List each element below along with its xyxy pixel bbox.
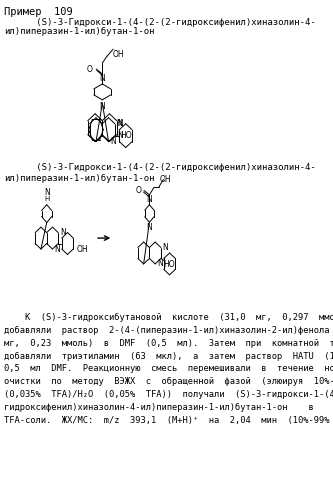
Text: OH: OH — [113, 50, 124, 58]
Text: ил)пиперазин-1-ил)бутан-1-он: ил)пиперазин-1-ил)бутан-1-он — [4, 27, 155, 36]
Text: N: N — [117, 119, 123, 128]
Text: O: O — [87, 64, 93, 74]
Text: O: O — [135, 186, 141, 195]
Text: К  (S)-3-гидроксибутановой  кислоте  (31,0  мг,  0,297  ммоль): К (S)-3-гидроксибутановой кислоте (31,0 … — [4, 312, 333, 322]
Text: добавляли  раствор  2-(4-(пиперазин-1-ил)хиназолин-2-ил)фенола  (70: добавляли раствор 2-(4-(пиперазин-1-ил)х… — [4, 326, 333, 334]
Text: (S)-3-Гидрокси-1-(4-(2-(2-гидроксифенил)хиназолин-4-: (S)-3-Гидрокси-1-(4-(2-(2-гидроксифенил)… — [4, 18, 316, 28]
Text: N: N — [110, 137, 116, 146]
Text: OH: OH — [76, 244, 88, 254]
Text: (S)-3-Гидрокси-1-(4-(2-(2-гидроксифенил)хиназолин-4-: (S)-3-Гидрокси-1-(4-(2-(2-гидроксифенил)… — [4, 164, 316, 172]
Text: N: N — [117, 119, 123, 128]
Text: N: N — [100, 74, 105, 83]
Text: ил)пиперазин-1-ил)бутан-1-он: ил)пиперазин-1-ил)бутан-1-он — [4, 174, 155, 182]
Text: N: N — [100, 102, 105, 111]
Text: N: N — [117, 131, 123, 140]
Text: N: N — [60, 228, 66, 237]
Text: гидроксифенил)хиназолин-4-ил)пиперазин-1-ил)бутан-1-он    в    виде: гидроксифенил)хиназолин-4-ил)пиперазин-1… — [4, 403, 333, 412]
Text: (0,035%  TFA)/H₂O  (0,05%  TFA))  получали  (S)-3-гидрокси-1-(4-(2-(2-: (0,035% TFA)/H₂O (0,05% TFA)) получали (… — [4, 390, 333, 399]
Text: TFA-соли.  ЖХ/МС:  m/z  393,1  (M+H)⁺  на  2,04  мин  (10%-99%  CH₃CN: TFA-соли. ЖХ/МС: m/z 393,1 (M+H)⁺ на 2,0… — [4, 416, 333, 425]
Text: N: N — [54, 244, 60, 254]
Text: Пример  109: Пример 109 — [4, 8, 73, 18]
Text: N: N — [147, 195, 152, 204]
Text: мг,  0,23  ммоль)  в  DMF  (0,5  мл).  Затем  при  комнатной  температуре: мг, 0,23 ммоль) в DMF (0,5 мл). Затем пр… — [4, 338, 333, 347]
Text: H: H — [44, 196, 49, 202]
Text: 0,5  мл  DMF.  Реакционную  смесь  перемешивали  в  течение  ночи.  Путем: 0,5 мл DMF. Реакционную смесь перемешива… — [4, 364, 333, 374]
Text: N: N — [157, 260, 163, 268]
Text: добавляли  триэтиламин  (63  мкл),  а  затем  раствор  HATU  (113  мг)  в: добавляли триэтиламин (63 мкл), а затем … — [4, 352, 333, 360]
Text: очистки  по  методу  ВЭЖХ  с  обращенной  фазой  (элюируя  10%-99%  CH₃CN: очистки по методу ВЭЖХ с обращенной фазо… — [4, 378, 333, 386]
Text: HO: HO — [120, 130, 132, 140]
Text: N: N — [147, 223, 152, 232]
Text: HO: HO — [164, 260, 175, 269]
Text: N: N — [163, 243, 168, 252]
Text: OH: OH — [160, 176, 171, 184]
Text: N: N — [44, 188, 50, 196]
